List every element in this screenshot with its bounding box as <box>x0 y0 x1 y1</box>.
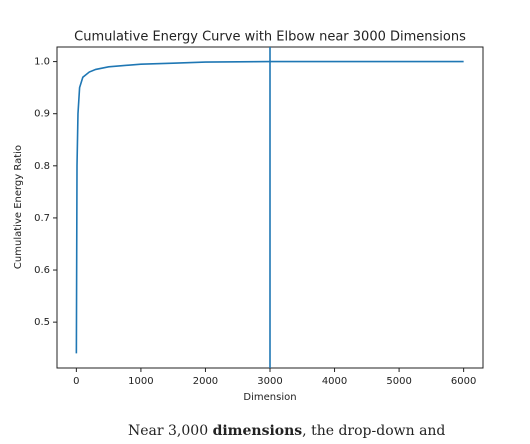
y-axis-label: Cumulative Energy Ratio <box>13 145 24 269</box>
x-tick-label: 2000 <box>193 376 218 387</box>
y-tick-label: 0.5 <box>34 317 50 328</box>
caption-bold: dimensions <box>213 423 303 439</box>
x-tick-label: 3000 <box>257 376 282 387</box>
caption-text: , the drop-down and <box>302 423 445 439</box>
caption: Near 3,000 dimensions, the drop-down and <box>128 423 445 439</box>
line <box>75 60 464 354</box>
x-tick-label: 4000 <box>322 376 347 387</box>
x-tick-label: 0 <box>73 376 79 387</box>
x-axis-label: Dimension <box>243 392 296 403</box>
x-tick-label: 5000 <box>386 376 411 387</box>
x-tick-label: 6000 <box>451 376 476 387</box>
x-tick-label: 1000 <box>128 376 153 387</box>
y-tick-label: 0.6 <box>34 265 50 276</box>
y-tick-label: 0.8 <box>34 161 50 172</box>
chart-title: Cumulative Energy Curve with Elbow near … <box>74 30 466 45</box>
caption-text: Near 3,000 <box>128 423 213 439</box>
y-tick-label: 1.0 <box>34 57 50 68</box>
y-tick-label: 0.7 <box>34 213 50 224</box>
y-tick-label: 0.9 <box>34 109 50 120</box>
